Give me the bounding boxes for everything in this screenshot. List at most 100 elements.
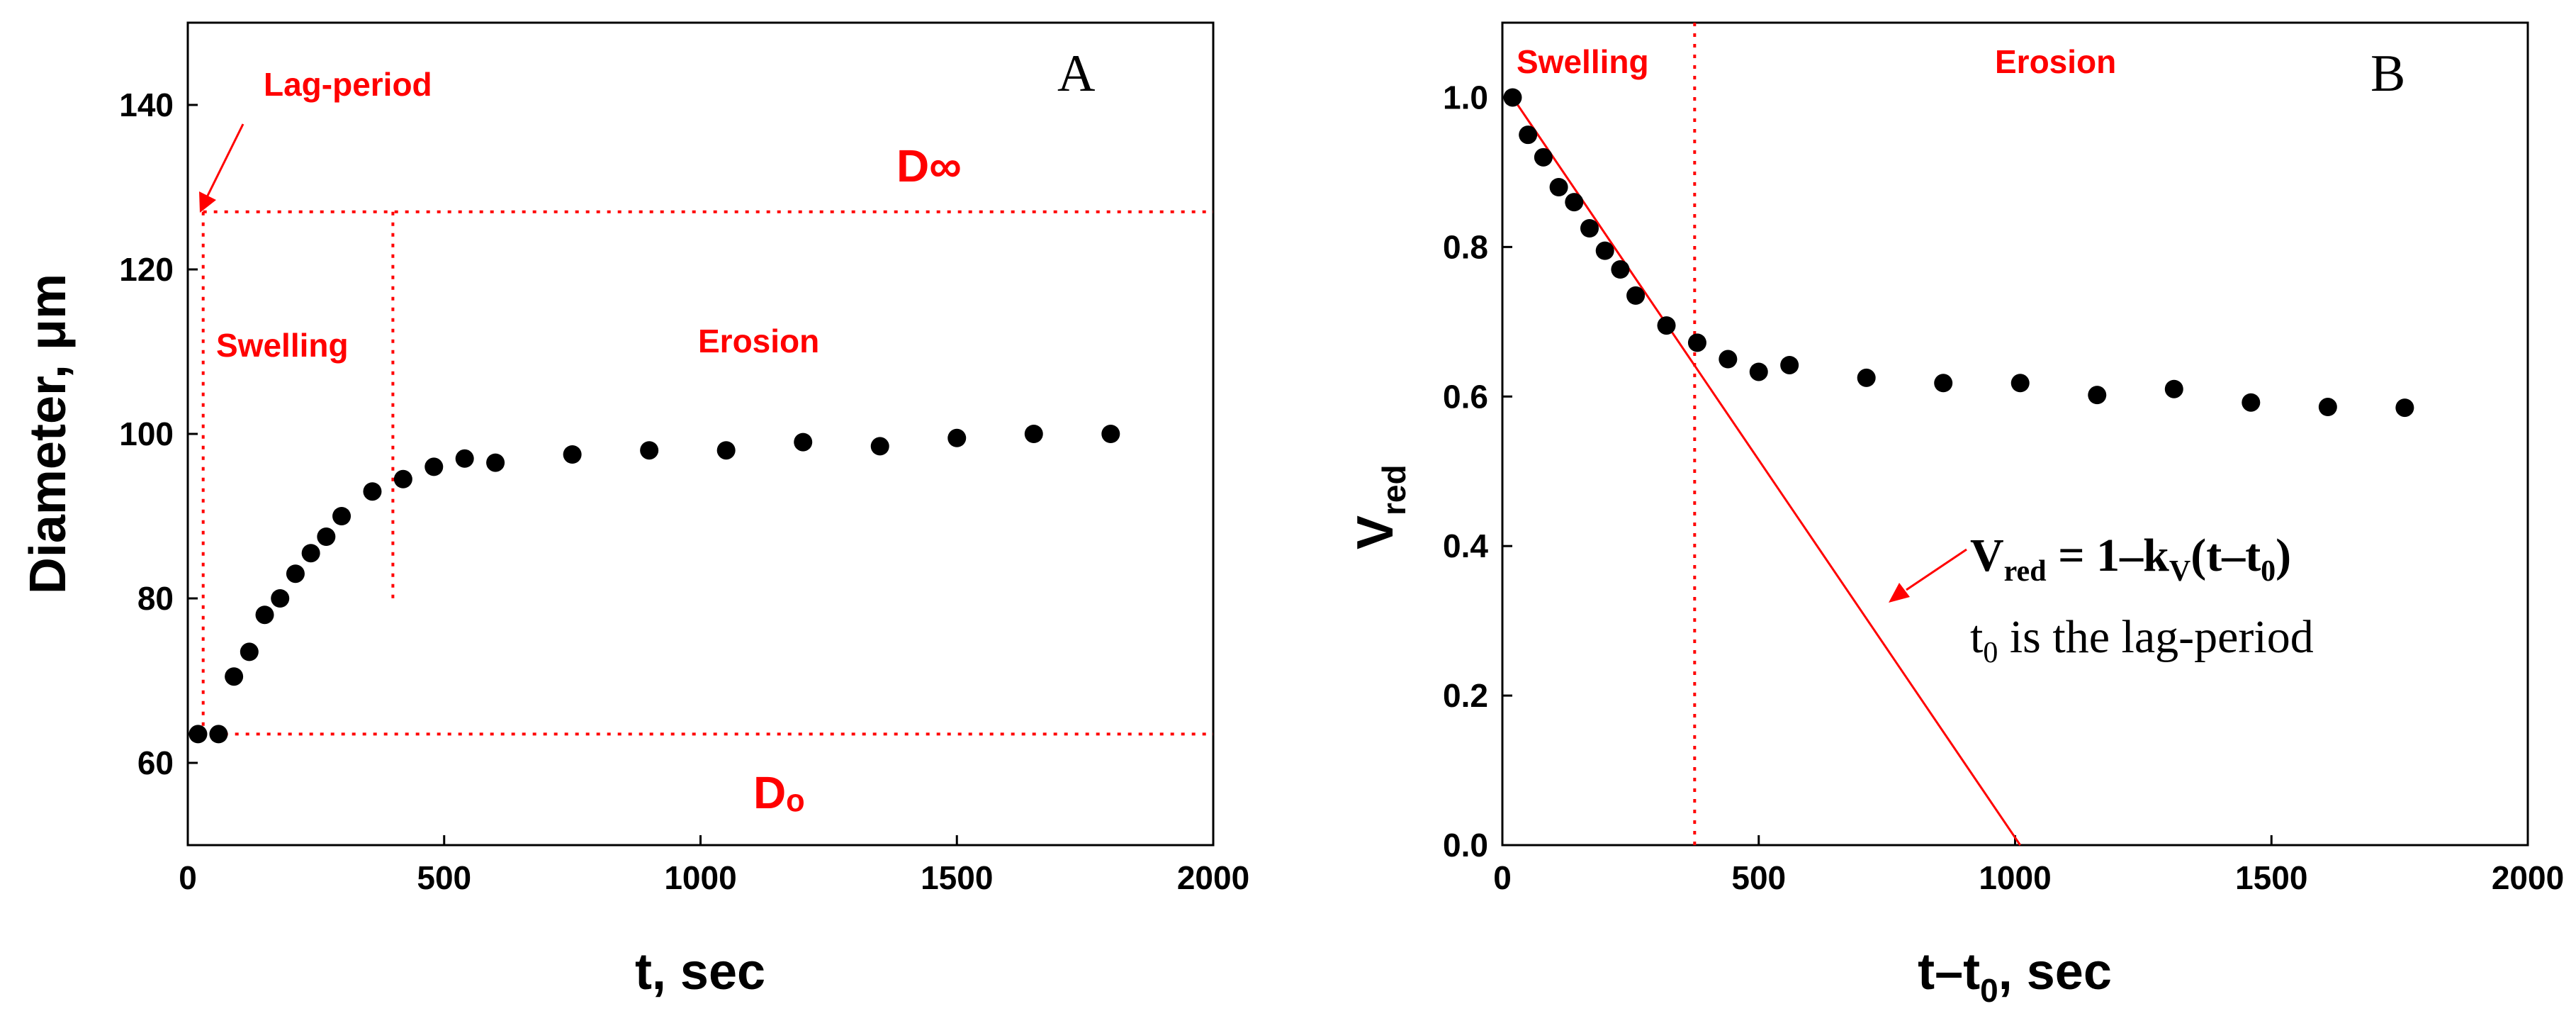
panel-a-data-point [189, 725, 208, 744]
lag-period-arrow-head [199, 191, 216, 213]
x-title-b-tail: , sec [1998, 944, 2112, 1000]
panel-b-data-point [1687, 333, 1706, 352]
swelling-label-a: Swelling [216, 327, 349, 364]
panel-b-frame [1501, 21, 2529, 847]
erosion-label-a: Erosion [698, 323, 819, 359]
panel-a-data-point [240, 642, 259, 661]
panel-a-data-point [209, 725, 228, 744]
panel-a-data-point [794, 432, 813, 452]
panel-b-data-point [1519, 125, 1538, 145]
panel-a-y-tick-label: 100 [119, 415, 174, 452]
panel-b-x-tick-label: 0 [1493, 859, 1512, 896]
x-axis-title-a: t, sec [635, 944, 765, 1000]
panel-a-x-tick-label: 2000 [1177, 859, 1249, 896]
panel-b-data-point [1934, 374, 1953, 393]
panel-a-frame [186, 21, 1215, 847]
lag-period-arrow [206, 123, 244, 198]
panel-b-data-point [2318, 398, 2337, 417]
y-axis-title-a: Diameter, μm [20, 274, 77, 594]
panel-a-y-tick-label: 120 [119, 251, 174, 288]
panel-a-data-point [870, 437, 889, 456]
panel-a-data-point [455, 449, 474, 468]
x-title-b-sub: 0 [1980, 972, 1998, 1009]
t0-t: t [1970, 611, 1983, 663]
erosion-label-b: Erosion [1995, 43, 2116, 80]
panel-a-data-point [1024, 425, 1043, 443]
panel-b-data-point [2395, 398, 2414, 418]
equation-arrow-head [1889, 583, 1910, 603]
panel-b-x-tick-label: 500 [1731, 859, 1786, 896]
panel-b-y-tick-label: 0.0 [1443, 827, 1488, 864]
panel-a-ticks: 0 500 1000 1500 2000 60 80 100 120 140 [119, 86, 1249, 896]
panel-b: 0 500 1000 1500 2000 0.0 0.2 0.4 0.6 0.8 1.0 Swell… [1347, 21, 2564, 1009]
panel-a-x-tick-label: 500 [417, 859, 471, 896]
panel-b-data-point [2088, 386, 2107, 405]
panel-b-data-point [1857, 368, 1876, 387]
panel-a-data-point [640, 441, 659, 460]
fit-equation: Vred = 1–kV(t–t0) [1970, 530, 2291, 588]
d-infinity-label: D∞ [896, 140, 962, 191]
panel-b-y-tick-label: 0.4 [1443, 527, 1488, 564]
panel-b-data-point [1534, 147, 1553, 167]
panel-b-y-tick-label: 0.8 [1443, 228, 1488, 265]
panel-b-x-tick-label: 1000 [1979, 859, 2051, 896]
panel-b-data-point [2164, 379, 2183, 398]
panel-b-data-point [1580, 219, 1599, 238]
t0-text: is the lag-period [1998, 611, 2313, 663]
panel-b-x-tick-label: 1500 [2235, 859, 2307, 896]
panel-b-y-tick-label: 0.6 [1443, 378, 1488, 415]
d-zero-label: Dₒ [753, 767, 804, 818]
panel-a-x-tick-label: 0 [179, 859, 197, 896]
panel-b-data-point [1749, 362, 1768, 381]
panel-b-data-point [1657, 316, 1676, 335]
panel-a-data-point [317, 527, 336, 546]
panel-a-data-point [393, 469, 412, 488]
panel-b-points [1503, 88, 2414, 418]
panel-b-data-point [1780, 355, 1799, 374]
panel-b-data-point [1595, 241, 1614, 260]
eq-red-subscript: red [2004, 555, 2047, 588]
y-title-b-sub: red [1376, 464, 1412, 515]
panel-a-data-point [271, 589, 290, 608]
t0-subscript: 0 [1983, 637, 1998, 669]
eq-v: V [1970, 530, 2004, 581]
y-title-b-main: V [1347, 515, 1404, 549]
panel-a-data-point [363, 482, 382, 501]
x-title-b-main: t–t [1918, 944, 1980, 1000]
linear-fit-line [1512, 96, 2021, 846]
panel-b-data-point [2242, 393, 2261, 412]
equation-arrow [1906, 548, 1967, 591]
lag-period-note: t0 is the lag-period [1970, 611, 2314, 669]
panel-a-points [189, 425, 1120, 744]
x-axis-title-b: t–t0, sec [1918, 944, 2112, 1009]
panel-b-x-tick-label: 2000 [2492, 859, 2564, 896]
panel-b-y-tick-label: 1.0 [1443, 79, 1488, 116]
panel-a-data-point [1101, 425, 1120, 443]
panel-b-data-point [1611, 260, 1630, 279]
lag-period-label: Lag-period [264, 66, 432, 103]
panel-a-data-point [424, 457, 444, 476]
panel-b-data-point [1503, 88, 1522, 107]
panel-a-y-tick-label: 80 [137, 580, 174, 617]
panel-a-data-point [486, 453, 505, 472]
panel-b-data-point [1626, 286, 1646, 305]
eq-paren-close: ) [2276, 530, 2291, 581]
panel-a-data-point [716, 441, 736, 460]
panel-b-data-point [2010, 374, 2030, 393]
panel-b-data-point [1549, 178, 1568, 196]
panel-b-ticks: 0 500 1000 1500 2000 0.0 0.2 0.4 0.6 0.8 1.0 [1443, 79, 2564, 896]
eq-zero-subscript: 0 [2261, 555, 2276, 588]
eq-kv-subscript: V [2169, 555, 2190, 588]
panel-a-x-tick-label: 1000 [664, 859, 736, 896]
panel-a-data-point [225, 667, 244, 686]
panel-b-data-point [1565, 193, 1584, 212]
swelling-label-b: Swelling [1517, 43, 1649, 80]
eq-paren-open: (t–t [2190, 530, 2261, 581]
panel-b-y-tick-label: 0.2 [1443, 677, 1488, 714]
panel-letter-a: A [1057, 45, 1095, 103]
panel-b-data-point [1719, 350, 1738, 369]
panel-a-data-point [286, 564, 305, 583]
panel-a-data-point [947, 428, 967, 447]
panel-a-x-tick-label: 1500 [921, 859, 993, 896]
